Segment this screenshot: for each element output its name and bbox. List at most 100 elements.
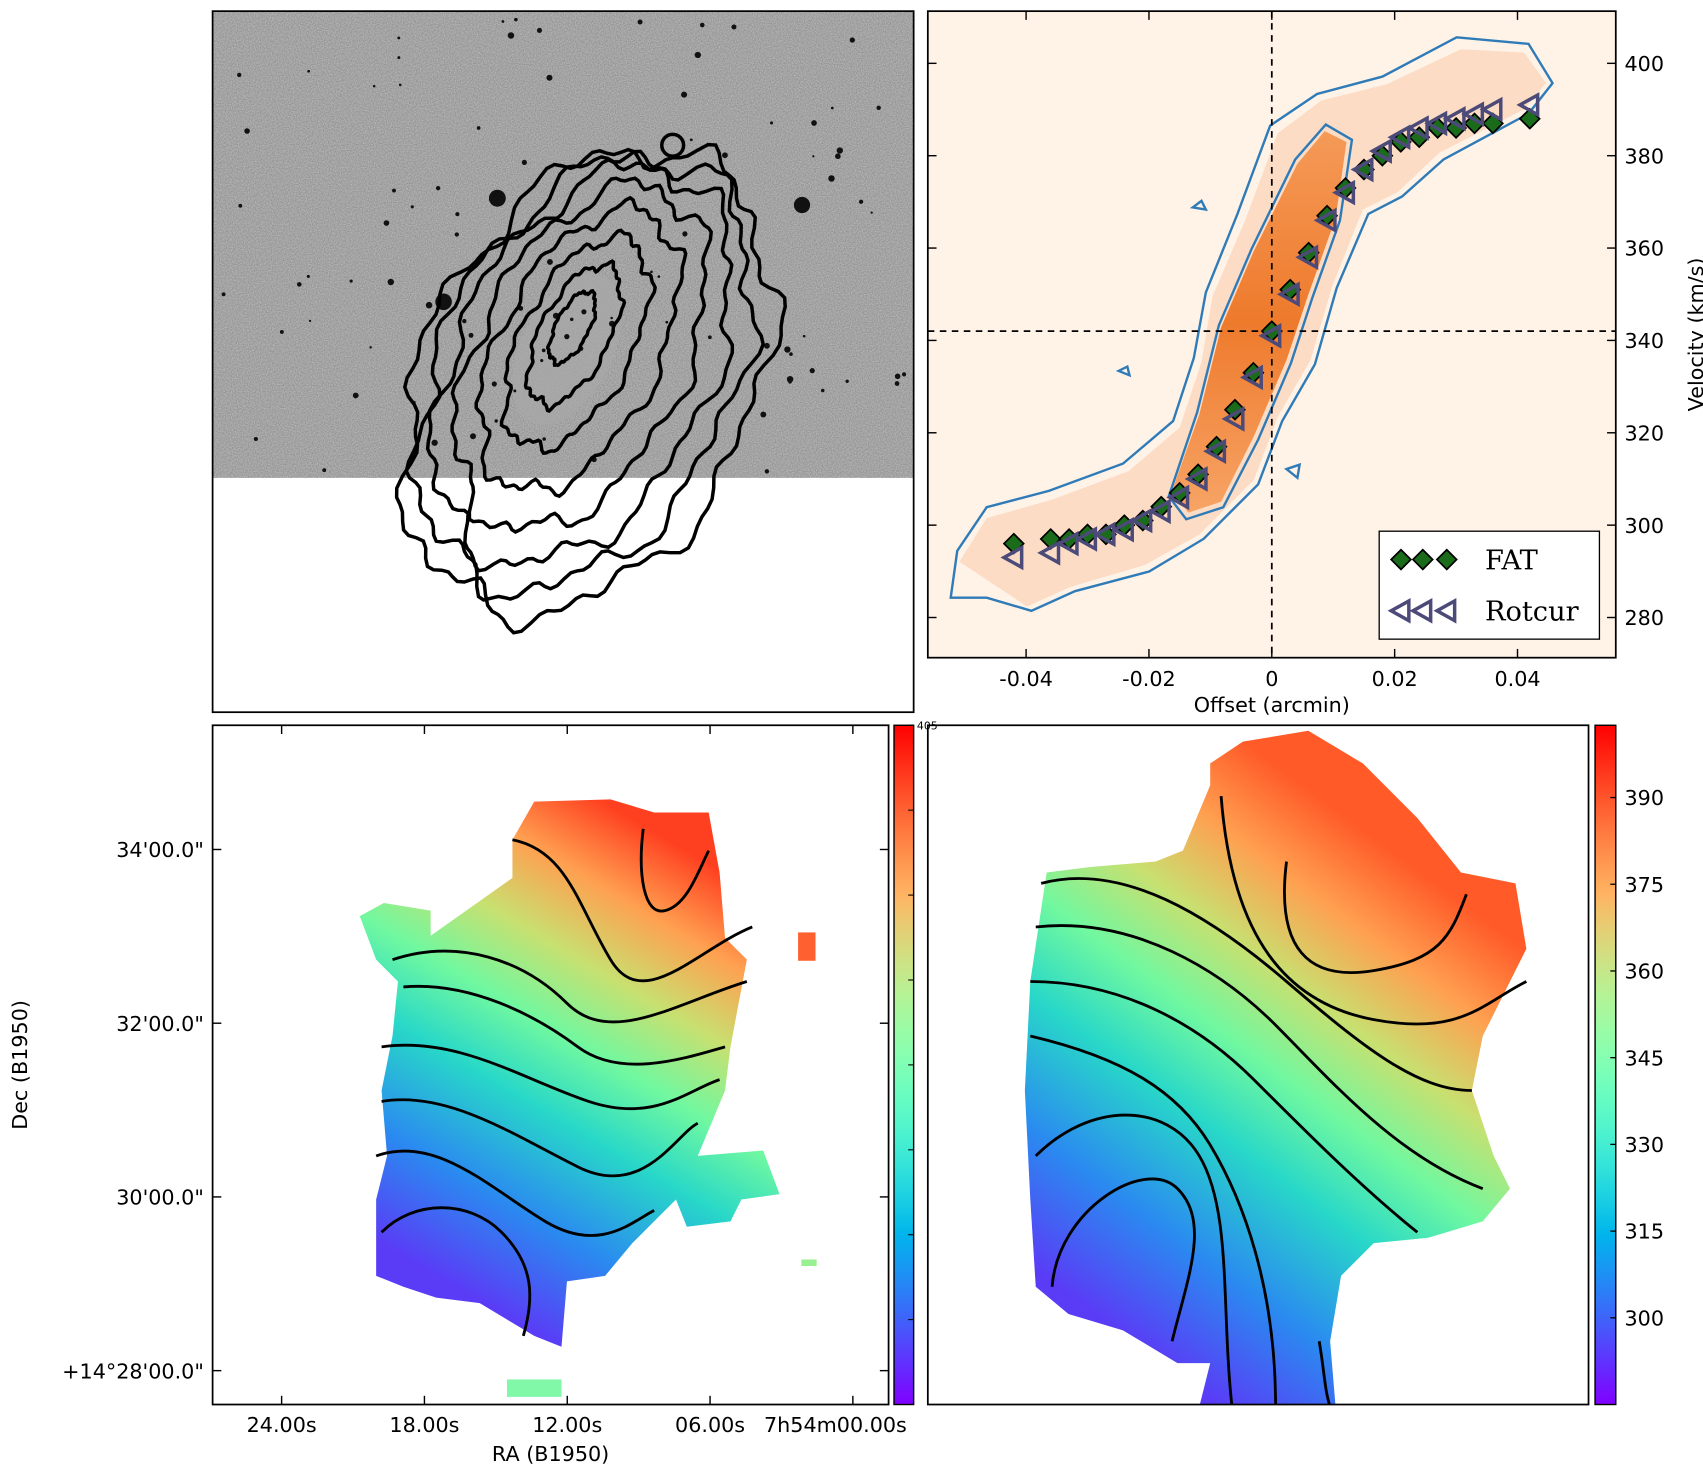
star bbox=[546, 259, 553, 265]
data-point bbox=[1037, 540, 1061, 566]
legend-box bbox=[1378, 530, 1601, 640]
star bbox=[383, 220, 390, 226]
iso-velocity-contour bbox=[1219, 796, 1528, 1026]
y-axis-label: Dec (B1950) bbox=[8, 1000, 32, 1130]
y-tick-label: 380 bbox=[1625, 144, 1665, 168]
x-tick-label: 0.04 bbox=[1494, 667, 1540, 691]
star bbox=[581, 309, 587, 315]
legend-marker bbox=[1435, 548, 1458, 571]
x-axis-label: Offset (arcmin) bbox=[1194, 693, 1350, 717]
x-tick-label: 18.00s bbox=[389, 1413, 459, 1437]
y-tick-label: +14°28'00.0" bbox=[62, 1359, 204, 1383]
velocity-field-observed bbox=[359, 799, 817, 1397]
star bbox=[521, 159, 527, 165]
colorbar-tick-label: 375 bbox=[1625, 873, 1665, 897]
data-point bbox=[1516, 92, 1540, 118]
intensity-contour bbox=[545, 288, 598, 368]
y-tick-label: 360 bbox=[1625, 237, 1665, 261]
velocity-map bbox=[1024, 730, 1527, 1405]
data-point bbox=[1350, 156, 1374, 183]
star bbox=[784, 346, 791, 353]
velocity-pixel bbox=[798, 932, 816, 961]
star bbox=[397, 36, 401, 40]
optical-panel bbox=[212, 11, 914, 635]
colorbar-tick-label: 345 bbox=[1625, 1046, 1665, 1070]
star bbox=[253, 436, 258, 442]
data-point bbox=[1074, 526, 1098, 552]
star bbox=[788, 380, 792, 384]
pv-contour bbox=[1115, 199, 1302, 481]
star bbox=[501, 20, 505, 23]
data-point bbox=[1313, 207, 1337, 234]
legend-marker bbox=[1389, 548, 1413, 571]
star bbox=[369, 346, 372, 349]
star bbox=[536, 27, 543, 33]
iso-velocity-contour bbox=[1030, 980, 1419, 1234]
star bbox=[513, 389, 517, 393]
iso-velocity-contour bbox=[381, 1043, 721, 1111]
y-tick-label: 34'00.0" bbox=[116, 838, 204, 862]
pv-background bbox=[927, 11, 1616, 658]
colorbar-tick-label: 300 bbox=[1625, 1306, 1665, 1330]
colorbar-tick-label: 315 bbox=[1625, 1220, 1665, 1244]
x-tick-label: 12.00s bbox=[532, 1413, 602, 1437]
star bbox=[349, 279, 353, 283]
iso-velocity-contour bbox=[1040, 877, 1472, 1092]
colorbar-tick-label: 405 bbox=[917, 720, 938, 733]
iso-velocity-contour bbox=[1317, 1341, 1331, 1405]
star bbox=[398, 83, 402, 87]
star bbox=[731, 24, 737, 30]
intensity-contour bbox=[404, 149, 766, 602]
iso-velocity-contour bbox=[381, 1098, 699, 1178]
star bbox=[488, 189, 506, 207]
data-point bbox=[1166, 484, 1190, 511]
pv-emission-core bbox=[1172, 131, 1347, 513]
star bbox=[665, 320, 669, 324]
star bbox=[901, 372, 907, 377]
data-point bbox=[1110, 516, 1134, 543]
iso-velocity-contour bbox=[375, 1149, 655, 1237]
star bbox=[845, 379, 849, 383]
velocity-field-model bbox=[1024, 730, 1528, 1405]
star bbox=[307, 69, 311, 73]
legend-marker bbox=[1411, 548, 1434, 571]
data-point bbox=[1442, 105, 1466, 132]
iso-velocity-contour bbox=[1283, 861, 1468, 975]
star bbox=[454, 232, 459, 237]
star bbox=[306, 274, 310, 278]
star bbox=[809, 368, 815, 374]
star bbox=[514, 17, 518, 22]
star bbox=[870, 211, 873, 214]
star bbox=[238, 203, 243, 208]
velocity-pixel bbox=[506, 1379, 562, 1397]
legend-label: Rotcur bbox=[1485, 597, 1580, 628]
intensity-contour bbox=[499, 228, 657, 455]
data-point bbox=[1405, 115, 1429, 141]
y-tick-label: 300 bbox=[1625, 514, 1665, 538]
star bbox=[392, 188, 396, 193]
iso-velocity-contour bbox=[380, 1206, 532, 1337]
y-axis-label: Velocity (km/s) bbox=[1684, 257, 1703, 411]
star bbox=[811, 120, 817, 126]
star bbox=[296, 282, 302, 287]
star bbox=[786, 375, 794, 383]
data-point bbox=[1424, 110, 1448, 137]
y-tick-label: 280 bbox=[1625, 606, 1665, 630]
iso-velocity-contour bbox=[1034, 1113, 1234, 1405]
star bbox=[694, 51, 701, 59]
data-point bbox=[1368, 138, 1392, 164]
star bbox=[387, 278, 395, 286]
data-point bbox=[1092, 521, 1116, 548]
star bbox=[610, 316, 613, 320]
data-point bbox=[1332, 179, 1356, 206]
star bbox=[849, 37, 855, 43]
data-point bbox=[1184, 466, 1208, 492]
intensity-contour bbox=[660, 132, 686, 158]
iso-velocity-contour bbox=[512, 838, 753, 983]
iso-velocity-contour bbox=[1035, 924, 1484, 1190]
star bbox=[541, 348, 546, 353]
x-tick-label: -0.04 bbox=[999, 667, 1053, 691]
star bbox=[764, 469, 770, 474]
